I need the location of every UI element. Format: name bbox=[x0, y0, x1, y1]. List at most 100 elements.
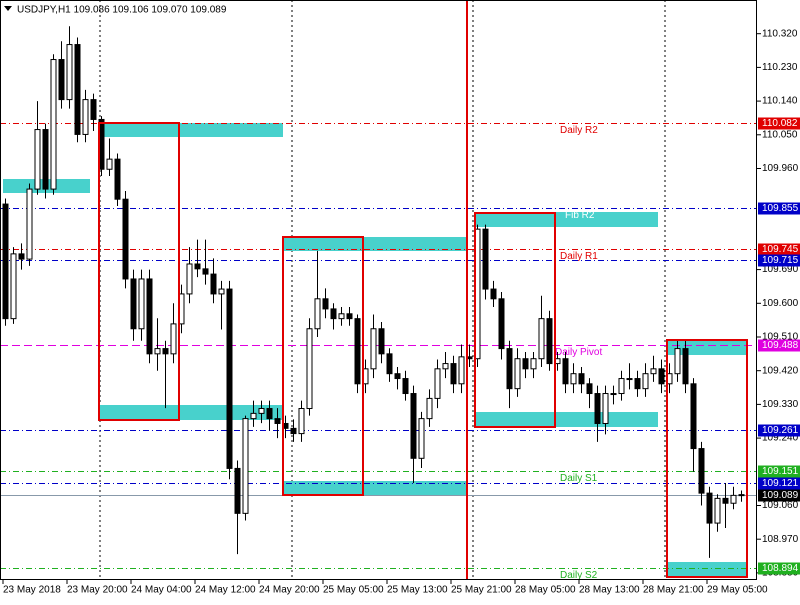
candle-body bbox=[170, 323, 177, 355]
zone bbox=[100, 123, 283, 137]
candle-body bbox=[546, 318, 553, 365]
candle-body bbox=[394, 373, 401, 380]
y-tick-label: 110.320 bbox=[762, 28, 798, 39]
y-tick-label: 109.510 bbox=[762, 332, 799, 343]
level-label-bg bbox=[758, 243, 800, 256]
level-label: 109.855 bbox=[762, 203, 799, 214]
candle-body bbox=[690, 383, 697, 450]
level-label: 110.082 bbox=[762, 118, 798, 129]
candle-body bbox=[522, 358, 529, 370]
y-tick-label: 110.230 bbox=[762, 62, 798, 73]
level-label-bg bbox=[758, 465, 800, 478]
candle-body bbox=[10, 253, 17, 320]
candle-body bbox=[738, 494, 745, 497]
y-tick-label: 109.060 bbox=[762, 500, 799, 511]
candle-body bbox=[418, 418, 425, 459]
level-label: 109.151 bbox=[762, 466, 799, 477]
level-label-bg bbox=[758, 489, 800, 502]
candle-body bbox=[266, 408, 273, 420]
candle-body bbox=[642, 373, 649, 390]
level-label-bg bbox=[758, 254, 800, 267]
candle-body bbox=[698, 448, 705, 494]
level-label: 109.089 bbox=[762, 490, 799, 501]
x-tick-label: 23 May 20:00 bbox=[67, 585, 128, 596]
candle-body bbox=[274, 418, 281, 424]
candle-body bbox=[218, 288, 225, 295]
zone bbox=[284, 481, 466, 496]
y-tick-label: 109.240 bbox=[762, 433, 799, 444]
candle-body bbox=[730, 494, 737, 504]
y-tick-label: 109.600 bbox=[762, 298, 799, 309]
candle-body bbox=[26, 188, 33, 260]
zone bbox=[668, 562, 748, 577]
level-name: Daily Pivot bbox=[555, 347, 602, 358]
level-label: 109.745 bbox=[762, 244, 799, 255]
x-tick-label: 28 May 13:00 bbox=[579, 585, 640, 596]
candle-body bbox=[2, 203, 9, 320]
candle-body bbox=[610, 393, 617, 396]
candle-body bbox=[482, 228, 489, 290]
y-tick-label: 109.690 bbox=[762, 264, 799, 275]
candle-body bbox=[714, 497, 721, 524]
candle-body bbox=[658, 368, 665, 385]
candle-body bbox=[674, 348, 681, 375]
candle-body bbox=[538, 318, 545, 360]
y-tick-label: 108.970 bbox=[762, 534, 799, 545]
candle-body bbox=[586, 383, 593, 395]
y-tick-label: 110.050 bbox=[762, 129, 798, 140]
candle-body bbox=[58, 59, 65, 101]
candle-body bbox=[354, 318, 361, 385]
symbol-header: USDJPY,H1 109.086 109.106 109.070 109.08… bbox=[17, 5, 227, 16]
candle-body bbox=[450, 363, 457, 385]
candle-body bbox=[426, 397, 433, 420]
zone bbox=[100, 405, 283, 420]
candle-body bbox=[242, 418, 249, 514]
level-label-bg bbox=[758, 562, 800, 575]
candle-body bbox=[90, 99, 97, 120]
box bbox=[474, 212, 556, 428]
candle-body bbox=[194, 263, 201, 270]
boxes bbox=[98, 0, 748, 580]
candle-body bbox=[162, 348, 169, 355]
candle-body bbox=[490, 288, 497, 300]
candle-body bbox=[258, 408, 265, 414]
dropdown-arrow[interactable] bbox=[4, 6, 12, 11]
candle-body bbox=[66, 44, 73, 101]
level-name: Fib R2 bbox=[565, 210, 595, 221]
zones bbox=[3, 123, 748, 577]
candle-body bbox=[458, 356, 465, 385]
candle-body bbox=[290, 427, 297, 435]
box bbox=[666, 339, 748, 578]
candle-body bbox=[722, 497, 729, 504]
candle-body bbox=[50, 59, 57, 190]
level-name: Daily R2 bbox=[560, 125, 598, 136]
candle-body bbox=[18, 253, 25, 260]
x-tick-label: 25 May 21:00 bbox=[451, 585, 512, 596]
axis: 110.320 110.230 110.140 110.050 109.960 109.6… bbox=[2, 28, 800, 596]
candle-body bbox=[498, 298, 505, 350]
level-label-bg bbox=[758, 202, 800, 215]
y-tick-label: 110.140 bbox=[762, 96, 798, 107]
candle-body bbox=[594, 393, 601, 424]
x-tick-label: 23 May 2018 bbox=[3, 585, 61, 596]
candle-body bbox=[346, 313, 353, 320]
level-label: 109.488 bbox=[762, 340, 799, 351]
box bbox=[282, 236, 364, 496]
zone bbox=[284, 237, 466, 251]
box bbox=[98, 122, 180, 421]
candle-body bbox=[706, 492, 713, 524]
candle-body bbox=[434, 368, 441, 399]
candle-body bbox=[506, 348, 513, 390]
level-name: Daily R1 bbox=[560, 251, 598, 262]
level-label: 108.894 bbox=[762, 563, 799, 574]
candle-body bbox=[386, 353, 393, 375]
candle-body bbox=[202, 268, 209, 275]
x-tick-label: 29 May 05:00 bbox=[707, 585, 768, 596]
candle-body bbox=[210, 273, 217, 295]
candle-body bbox=[234, 467, 241, 514]
candle-body bbox=[226, 288, 233, 469]
candle-body bbox=[634, 378, 641, 390]
candle-body bbox=[378, 328, 385, 355]
